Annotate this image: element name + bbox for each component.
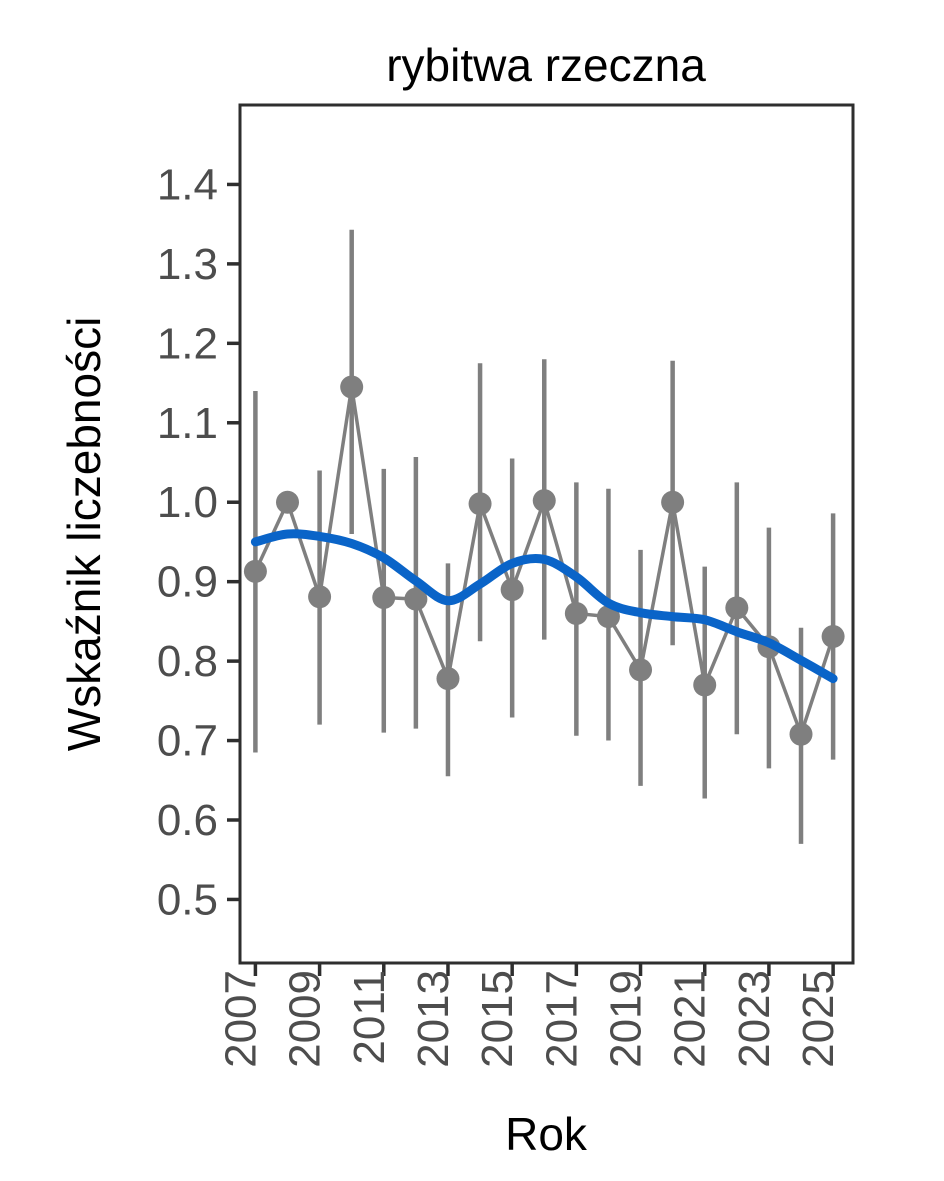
connector-line [670,501,707,686]
data-point [308,585,332,609]
x-tick-label: 2025 [794,970,843,1068]
y-tick-label: 0.7 [157,717,218,766]
y-tick-label: 0.6 [157,796,218,845]
x-tick-label: 2019 [602,970,651,1068]
point-layer [243,375,845,746]
connector-line [317,386,354,598]
y-tick-label: 1.2 [157,319,218,368]
data-point [372,586,396,610]
data-point [275,490,299,514]
x-tick-label: 2013 [409,970,458,1068]
x-axis-title: Rok [505,1108,588,1160]
data-point [468,492,492,516]
y-tick-label: 0.9 [157,558,218,607]
smooth-line [250,529,838,684]
data-point [243,559,267,583]
connector-line [542,500,579,614]
connector-line [799,635,835,735]
y-tick-label: 1.1 [157,399,218,448]
x-tick-label: 2007 [216,970,265,1068]
data-point [340,375,364,399]
connector-line [703,607,739,686]
x-tick-label: 2011 [345,970,394,1065]
x-tick-label: 2017 [537,970,586,1068]
data-point [821,624,845,648]
data-point [436,667,460,691]
connector-line [414,598,450,680]
y-tick-label: 1.4 [157,160,218,209]
connector-line [638,501,675,671]
chart-title: rybitwa rzeczna [386,39,706,91]
connector-line [349,386,386,598]
data-point [629,658,653,682]
y-tick-label: 0.8 [157,637,218,686]
data-point [789,722,813,746]
connector-line [767,646,803,735]
connector-line [478,503,514,591]
data-point [661,490,685,514]
y-tick-label: 0.5 [157,875,218,924]
data-point [693,673,717,697]
data-point [725,596,749,620]
smooth-layer [250,529,838,684]
x-tick-label: 2009 [281,970,330,1068]
x-axis-ticks: 2007 2009 2011 2013 2015 2017 2019 2021 2023 2025 [216,963,843,1068]
y-axis-title: Wskaźnik liczebności [58,317,110,752]
connector-line [510,500,546,591]
x-tick-label: 2023 [730,970,779,1068]
x-tick-label: 2015 [473,970,522,1068]
y-axis-ticks: 0.5 0.6 0.7 0.8 0.9 1.0 1.1 1.2 1.3 1.4 [157,160,240,924]
y-tick-label: 1.0 [157,478,218,527]
data-point [500,578,524,602]
x-tick-label: 2021 [666,970,715,1068]
data-point [596,605,620,629]
data-point [564,601,588,625]
data-point [532,489,556,513]
data-point [404,587,428,611]
panel-border [238,103,855,965]
connector-line [285,501,322,598]
y-tick-label: 1.3 [157,240,218,289]
